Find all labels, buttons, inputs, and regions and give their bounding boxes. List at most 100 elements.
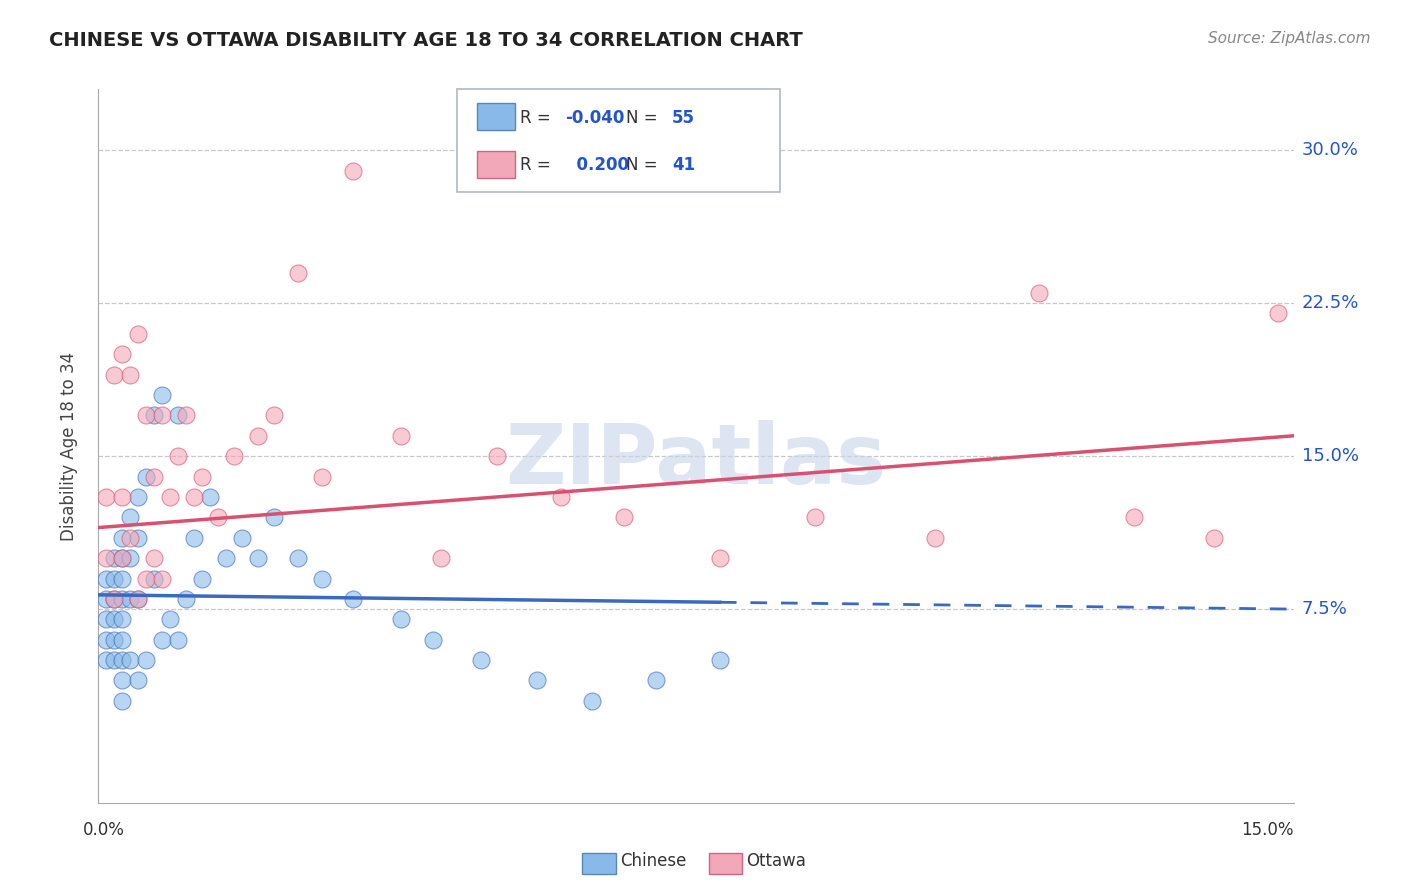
Point — [103, 551, 125, 566]
Point — [120, 368, 142, 382]
Point — [127, 591, 149, 606]
Point — [709, 551, 731, 566]
Point — [159, 612, 181, 626]
Point — [120, 591, 142, 606]
Point — [111, 490, 134, 504]
Point — [103, 653, 125, 667]
Text: Source: ZipAtlas.com: Source: ZipAtlas.com — [1208, 31, 1371, 46]
Point — [135, 469, 157, 483]
Point — [111, 673, 134, 688]
Point — [150, 388, 173, 402]
Text: R =: R = — [520, 156, 557, 174]
Text: 22.5%: 22.5% — [1302, 294, 1360, 312]
Point — [191, 572, 214, 586]
Point — [135, 409, 157, 423]
Point — [342, 591, 364, 606]
Point — [111, 612, 134, 626]
Point — [287, 266, 309, 280]
Point — [143, 551, 166, 566]
Point — [1123, 510, 1146, 524]
Point — [111, 653, 134, 667]
Point — [96, 591, 118, 606]
Point — [143, 469, 166, 483]
Point — [246, 429, 269, 443]
Point — [430, 551, 453, 566]
Point — [804, 510, 827, 524]
Point — [311, 572, 333, 586]
Text: Ottawa: Ottawa — [747, 852, 807, 870]
Point — [167, 632, 190, 647]
Point — [96, 632, 118, 647]
Point — [120, 551, 142, 566]
Text: 7.5%: 7.5% — [1302, 600, 1348, 618]
Point — [174, 591, 197, 606]
Point — [389, 612, 412, 626]
Text: 15.0%: 15.0% — [1302, 447, 1358, 466]
Point — [231, 531, 253, 545]
Point — [143, 409, 166, 423]
Point — [246, 551, 269, 566]
Point — [645, 673, 668, 688]
Text: -0.040: -0.040 — [565, 109, 624, 127]
Point — [96, 653, 118, 667]
Text: 41: 41 — [672, 156, 695, 174]
Text: ZIPatlas: ZIPatlas — [506, 420, 886, 500]
Point — [485, 449, 508, 463]
Point — [183, 531, 205, 545]
Point — [222, 449, 245, 463]
Point — [127, 490, 149, 504]
Point — [174, 409, 197, 423]
Text: 15.0%: 15.0% — [1241, 822, 1294, 839]
Text: 30.0%: 30.0% — [1302, 141, 1358, 160]
Point — [613, 510, 636, 524]
Point — [96, 572, 118, 586]
Point — [1028, 286, 1050, 301]
Point — [581, 694, 603, 708]
Point — [150, 409, 173, 423]
Point — [135, 653, 157, 667]
Point — [96, 612, 118, 626]
Point — [311, 469, 333, 483]
Point — [198, 490, 221, 504]
Point — [1202, 531, 1225, 545]
Point — [342, 163, 364, 178]
Point — [96, 551, 118, 566]
Point — [96, 490, 118, 504]
Point — [470, 653, 492, 667]
Point — [111, 572, 134, 586]
Point — [287, 551, 309, 566]
Point — [167, 409, 190, 423]
Point — [103, 591, 125, 606]
Text: N =: N = — [626, 109, 662, 127]
Text: N =: N = — [626, 156, 662, 174]
Point — [111, 347, 134, 361]
Point — [183, 490, 205, 504]
Y-axis label: Disability Age 18 to 34: Disability Age 18 to 34 — [59, 351, 77, 541]
Point — [135, 572, 157, 586]
Point — [103, 632, 125, 647]
Point — [111, 694, 134, 708]
Point — [127, 531, 149, 545]
Point — [111, 551, 134, 566]
Point — [127, 673, 149, 688]
Point — [159, 490, 181, 504]
Point — [103, 572, 125, 586]
Point — [127, 326, 149, 341]
Point — [111, 531, 134, 545]
Point — [143, 572, 166, 586]
Point — [120, 510, 142, 524]
Point — [167, 449, 190, 463]
Point — [191, 469, 214, 483]
Point — [103, 591, 125, 606]
Point — [550, 490, 572, 504]
Point — [1267, 306, 1289, 320]
Point — [526, 673, 548, 688]
Point — [389, 429, 412, 443]
Point — [263, 510, 285, 524]
Text: R =: R = — [520, 109, 557, 127]
Text: Chinese: Chinese — [620, 852, 686, 870]
Point — [215, 551, 238, 566]
Point — [120, 531, 142, 545]
Point — [120, 653, 142, 667]
Point — [150, 632, 173, 647]
